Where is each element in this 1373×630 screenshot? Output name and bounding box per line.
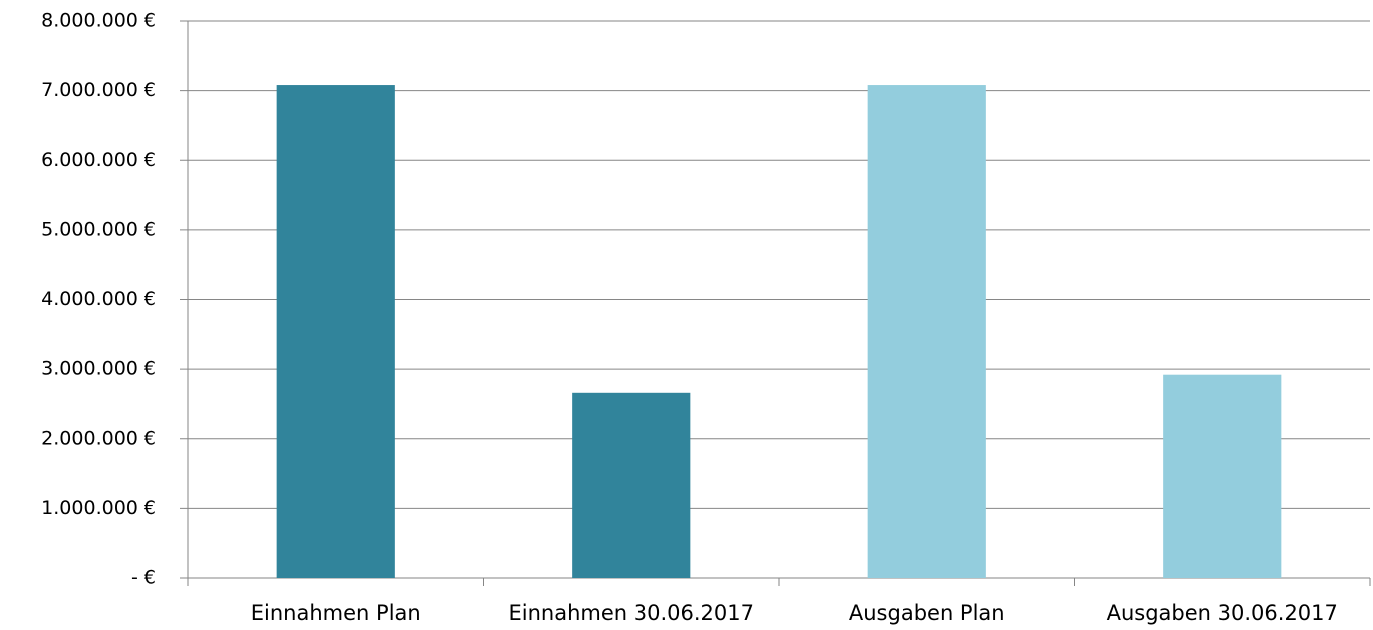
y-tick-label: 2.000.000 € <box>41 427 156 449</box>
bar <box>1163 374 1282 578</box>
x-tick-label: Ausgaben 30.06.2017 <box>1107 601 1338 625</box>
y-tick-label: 1.000.000 € <box>41 497 156 519</box>
y-tick-label: 6.000.000 € <box>41 149 156 171</box>
y-tick-label: 3.000.000 € <box>41 358 156 380</box>
bar <box>572 392 691 578</box>
bar <box>867 85 986 579</box>
bar <box>276 85 395 579</box>
x-tick-label: Ausgaben Plan <box>849 601 1005 625</box>
y-tick-label: 8.000.000 € <box>41 10 156 32</box>
y-tick-label: 5.000.000 € <box>41 218 156 240</box>
y-tick-label: 4.000.000 € <box>41 288 156 310</box>
y-tick-label: 7.000.000 € <box>41 79 156 101</box>
y-tick-label: - € <box>131 567 156 589</box>
x-tick-label: Einnahmen 30.06.2017 <box>509 601 755 625</box>
x-tick-label: Einnahmen Plan <box>251 601 421 625</box>
